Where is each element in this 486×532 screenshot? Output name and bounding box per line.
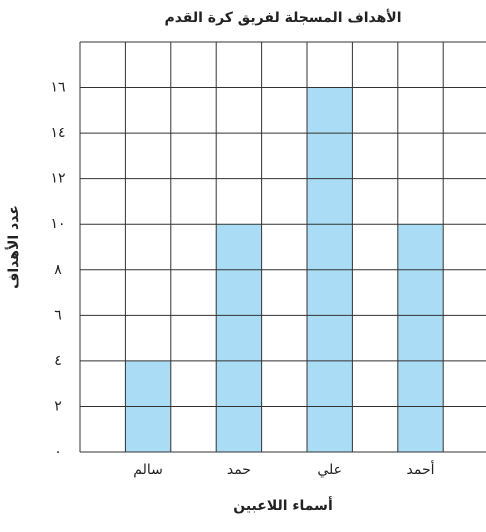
- y-tick-label: ١٦: [50, 80, 65, 96]
- chart: الأهداف المسجلة لفريق كرة القدم أسماء ال…: [0, 0, 486, 532]
- y-tick-label: ٤: [54, 353, 62, 369]
- x-tick-label: سالم: [133, 462, 163, 478]
- y-tick-label: ٢: [54, 398, 62, 414]
- y-tick-label: ٦: [54, 307, 62, 323]
- x-tick-label: أحمد: [407, 460, 435, 478]
- y-axis-title: عدد الأهداف: [5, 205, 22, 289]
- x-tick-label: حمد: [227, 462, 251, 478]
- chart-title: الأهداف المسجلة لفريق كرة القدم: [164, 9, 401, 26]
- bar: [216, 224, 261, 452]
- bar: [398, 224, 443, 452]
- y-tick-label: ١٠: [50, 216, 65, 232]
- y-tick-label: ٠: [54, 444, 62, 460]
- x-tick-label: علي: [317, 462, 342, 478]
- x-axis-title: أسماء اللاعبين: [233, 496, 333, 514]
- y-tick-label: ١٤: [50, 125, 65, 141]
- y-tick-label: ١٢: [50, 171, 65, 187]
- y-tick-label: ٨: [54, 262, 62, 278]
